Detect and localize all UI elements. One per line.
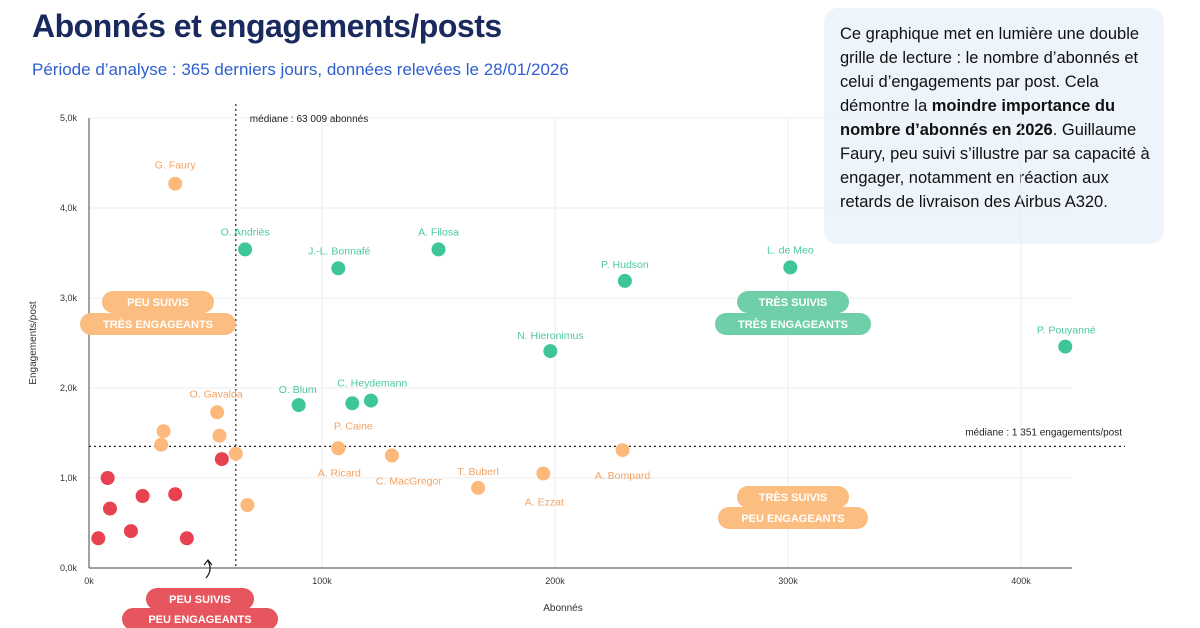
- point: [91, 531, 106, 546]
- label-a-ezzat: A. Ezzat: [525, 497, 564, 509]
- quadrant-label-tres-suivis-peu-engageants-line2: PEU ENGAGEANTS: [741, 513, 844, 525]
- x-tick-label: 400k: [1011, 576, 1031, 586]
- point-g-faury: [168, 176, 183, 191]
- label-o-andries: O. Andriès: [221, 226, 270, 238]
- label-a-bompard: A. Bompard: [595, 470, 651, 482]
- label-j-l-bonnafe: J.-L. Bonnafé: [308, 245, 371, 257]
- curved-arrow-icon: [205, 560, 211, 579]
- point: [212, 428, 227, 443]
- point-o-gavalda: [210, 405, 225, 420]
- point: [123, 524, 138, 539]
- label-l-de-meo: L. de Meo: [767, 244, 814, 256]
- y-tick-label: 5,0k: [60, 113, 78, 123]
- point-a-filosa: [431, 242, 446, 257]
- x-axis-title: Abonnés: [543, 603, 582, 614]
- x-tick-label: 0k: [84, 576, 94, 586]
- quadrant-badge-peu-suivis-peu-engageants-top: [146, 588, 254, 610]
- point-a-ricard: [331, 441, 346, 456]
- point: [179, 531, 194, 546]
- point-l-de-meo: [783, 260, 798, 275]
- point: [240, 498, 255, 512]
- point-j-l-bonnafe: [331, 261, 346, 276]
- y-tick-label: 3,0k: [60, 293, 78, 303]
- label-n-hieronimus: N. Hieronimus: [517, 330, 584, 342]
- point-a-ezzat: [536, 466, 551, 481]
- quadrant-label-tres-suivis-tres-engageants-line2: TRÈS ENGAGEANTS: [738, 318, 848, 331]
- quadrant-badge-peu-suivis-tres-engageants-top: [102, 291, 214, 313]
- quadrant-badge-peu-suivis-tres-engageants-bottom: [80, 313, 236, 335]
- point: [100, 471, 115, 485]
- median-y-label: médiane : 1 351 engagements/post: [965, 427, 1122, 438]
- label-p-pouyanne: P. Pouyanné: [1037, 325, 1096, 337]
- point-n-hieronimus: [543, 344, 558, 359]
- note-text-part2: . Guillaume Faury, peu suivi s’illustre …: [840, 121, 1150, 211]
- y-tick-label: 2,0k: [60, 383, 78, 393]
- point: [228, 446, 243, 461]
- quadrant-badge-tres-suivis-tres-engageants-top: [737, 291, 849, 313]
- curved-arrow-head-icon: [203, 558, 213, 566]
- point-o-andries: [238, 242, 253, 257]
- y-tick-label: 0,0k: [60, 563, 78, 573]
- note-text-bold: moindre importance du nombre d’abonnés e…: [840, 97, 1116, 139]
- label-o-blum: O. Blum: [279, 384, 317, 396]
- point: [102, 501, 117, 516]
- quadrant-badge-peu-suivis-peu-engageants-bottom: [122, 608, 278, 628]
- quadrant-label-peu-suivis-tres-engageants-line1: PEU SUIVIS: [127, 297, 189, 309]
- quadrant-badge-tres-suivis-peu-engageants-top: [737, 486, 849, 508]
- label-o-gavalda: O. Gavalda: [190, 388, 243, 400]
- page-subtitle: Période d’analyse : 365 derniers jours, …: [32, 60, 569, 79]
- quadrant-label-tres-suivis-tres-engageants-line1: TRÈS SUIVIS: [759, 296, 827, 309]
- quadrant-badge-tres-suivis-peu-engageants-bottom: [718, 507, 868, 529]
- y-tick-label: 4,0k: [60, 203, 78, 213]
- note-text-part1: Ce graphique met en lumière une double g…: [840, 25, 1140, 115]
- point-p-hudson: [617, 273, 632, 288]
- label-a-ricard: A. Ricard: [318, 467, 361, 479]
- point-o-blum: [291, 398, 306, 413]
- point-c-macgregor: [384, 448, 399, 463]
- point-p-pouyanne: [1058, 339, 1073, 354]
- page-title: Abonnés et engagements/posts: [32, 8, 502, 44]
- x-tick-label: 300k: [778, 576, 798, 586]
- label-t-buberl: T. Buberl: [457, 466, 498, 478]
- median-x-label: médiane : 63 009 abonnés: [250, 114, 368, 125]
- label-c-macgregor: C. MacGregor: [376, 476, 442, 488]
- label-p-caine: P. Caine: [334, 420, 373, 432]
- label-p-hudson: P. Hudson: [601, 259, 649, 271]
- point: [135, 489, 150, 503]
- point: [156, 424, 171, 439]
- quadrant-label-peu-suivis-peu-engageants-line1: PEU SUIVIS: [169, 594, 231, 606]
- quadrant-label-tres-suivis-peu-engageants-line1: TRÈS SUIVIS: [759, 491, 827, 504]
- point: [154, 437, 169, 452]
- quadrant-label-peu-suivis-peu-engageants-line2: PEU ENGAGEANTS: [148, 614, 251, 626]
- point-a-bompard: [615, 443, 630, 458]
- y-axis-title: Engagements/post: [28, 301, 39, 385]
- x-tick-label: 100k: [312, 576, 332, 586]
- point: [168, 487, 183, 502]
- note-box: Ce graphique met en lumière une double g…: [824, 8, 1164, 244]
- point-c-heydemann: [345, 396, 360, 411]
- label-a-filosa: A. Filosa: [418, 226, 459, 238]
- label-g-faury: G. Faury: [155, 160, 197, 172]
- point: [363, 393, 378, 408]
- y-tick-label: 1,0k: [60, 473, 78, 483]
- quadrant-badge-tres-suivis-tres-engageants-bottom: [715, 313, 871, 335]
- quadrant-label-peu-suivis-tres-engageants-line2: TRÈS ENGAGEANTS: [103, 318, 213, 331]
- point-t-buberl: [471, 480, 486, 495]
- point: [214, 452, 229, 467]
- label-c-heydemann: C. Heydemann: [337, 377, 407, 389]
- x-tick-label: 200k: [545, 576, 565, 586]
